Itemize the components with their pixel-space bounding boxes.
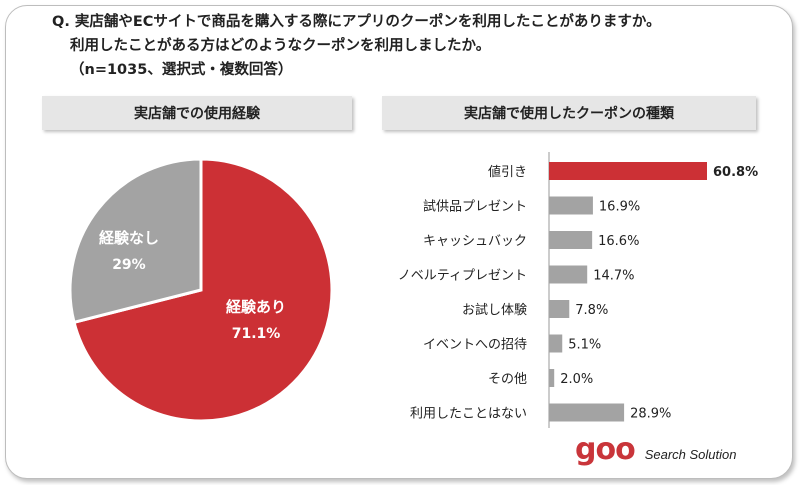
bar-value-label: 5.1%: [568, 338, 601, 353]
goo-logo: goo Search Solution: [575, 432, 736, 467]
pie-slice-experienced: [72, 157, 334, 423]
pie-slice-value: 71.1%: [232, 326, 281, 342]
pie-slice-label: 経験なし: [99, 229, 159, 247]
bar: [549, 334, 563, 353]
bar-category-label: 利用したことはない: [410, 407, 527, 422]
bar-value-label: 7.8%: [575, 303, 608, 318]
bar-category-label: 試供品プレゼント: [423, 199, 527, 215]
bar: [549, 196, 593, 215]
bar: [549, 403, 625, 422]
bar: [549, 162, 707, 180]
question-line-1: Q. 実店舗やECサイトで商品を購入する際にアプリのクーポンを利用したことがあり…: [52, 14, 661, 30]
pie-slice-value: 29%: [112, 257, 146, 273]
bar-value-label: 16.9%: [599, 200, 640, 215]
bar-value-label: 2.0%: [560, 372, 593, 387]
pie-slice-not-experienced: [68, 157, 203, 325]
question-line-3: （n=1035、選択式・複数回答）: [70, 62, 293, 78]
bar-category-label: イベントへの招待: [423, 338, 527, 353]
question-text: Q. 実店舗やECサイトで商品を購入する際にアプリのクーポンを利用したことがあり…: [52, 10, 661, 82]
question-line-2: 利用したことがある方はどのようなクーポンを利用しましたか。: [70, 38, 491, 54]
bar-category-label: 値引き: [488, 164, 527, 180]
bar: [549, 300, 570, 318]
bar-category-label: その他: [488, 372, 527, 387]
bar-category-label: お試し体験: [462, 302, 527, 318]
pie-slice-label: 経験あり: [226, 298, 286, 316]
bar-chart-title: 実店舗で使用したクーポンの種類: [382, 96, 756, 130]
bar: [549, 369, 555, 387]
bar-value-label: 16.6%: [598, 234, 639, 249]
logo-tagline: Search Solution: [644, 447, 737, 462]
bar-value-label: 14.7%: [593, 269, 634, 284]
bar: [549, 265, 588, 284]
bar: [549, 231, 593, 249]
bar-value-label: 60.8%: [713, 165, 758, 180]
bar-category-label: キャッシュバック: [423, 234, 527, 249]
logo-brand: goo: [575, 432, 636, 467]
bar-value-label: 28.9%: [630, 407, 671, 422]
pie-chart-title: 実店舗での使用経験: [42, 96, 352, 130]
bar-category-label: ノベルティプレゼント: [398, 269, 527, 284]
